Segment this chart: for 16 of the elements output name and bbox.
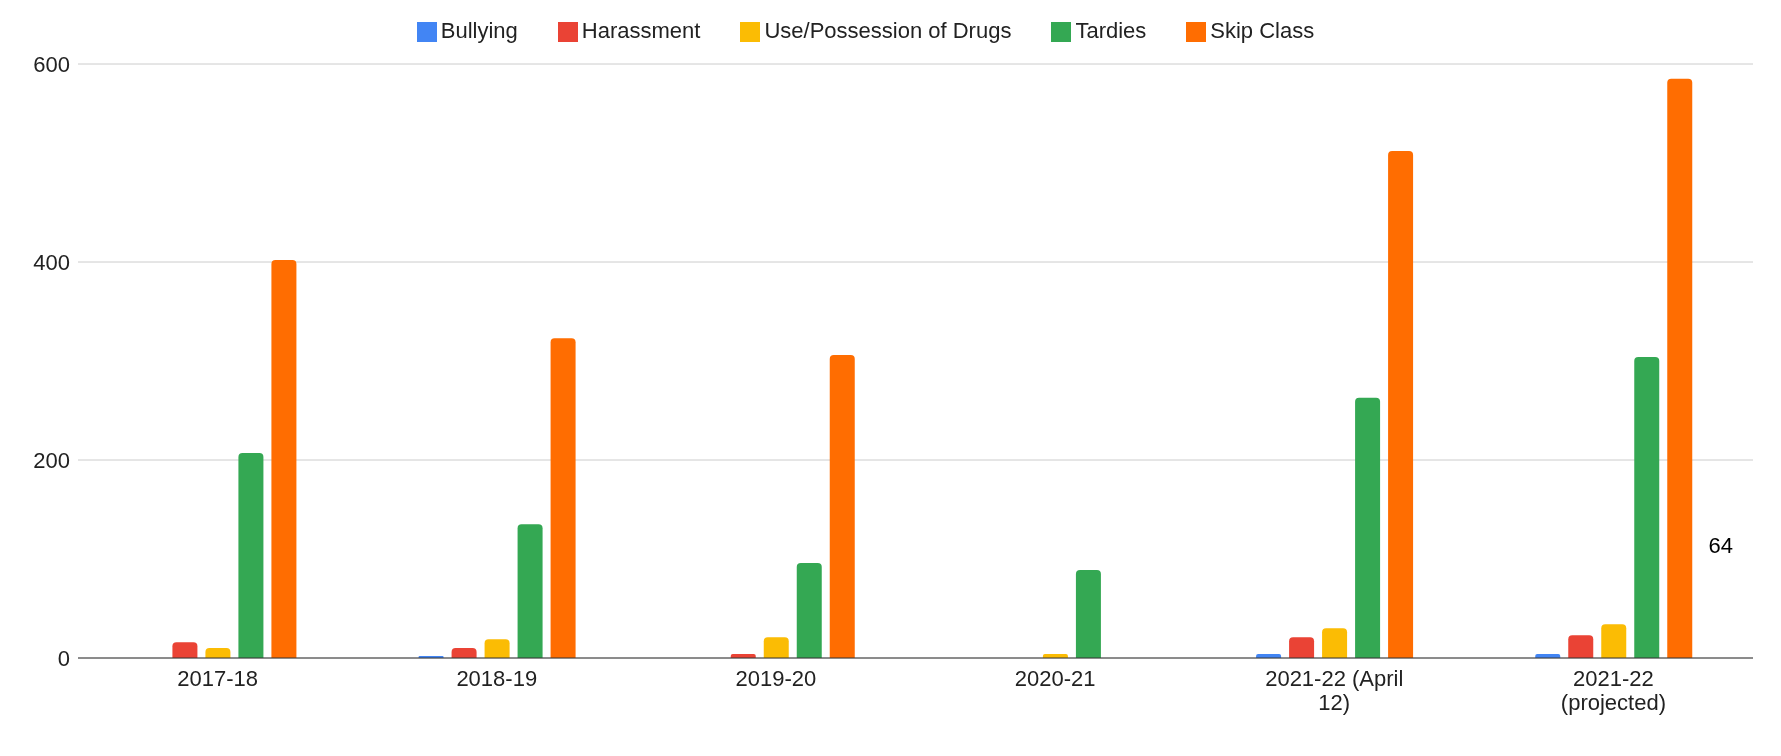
- x-tick-label: 2021-22 (projected): [1560, 666, 1666, 715]
- y-tick-label: 400: [33, 249, 70, 275]
- legend-label: Skip Class: [1210, 18, 1315, 43]
- legend-label: Harassment: [581, 18, 701, 43]
- x-tick-label: 2017-18: [177, 666, 258, 691]
- x-tick-label: 2018-19: [456, 666, 538, 691]
- legend-label: Tardies: [1075, 18, 1147, 43]
- x-tick-label: 2020-21: [1014, 666, 1096, 691]
- legend-label: Bullying: [440, 18, 518, 43]
- legend-label: Use/Possession of Drugs: [764, 18, 1012, 43]
- x-tick-label: 2019-20: [735, 666, 817, 691]
- y-tick-label: 600: [33, 51, 70, 77]
- annotation: 64: [1708, 533, 1733, 559]
- x-tick-label: 2021-22 (April 12): [1265, 666, 1404, 715]
- y-tick-label: 200: [33, 447, 70, 473]
- y-tick-label: 0: [57, 645, 70, 671]
